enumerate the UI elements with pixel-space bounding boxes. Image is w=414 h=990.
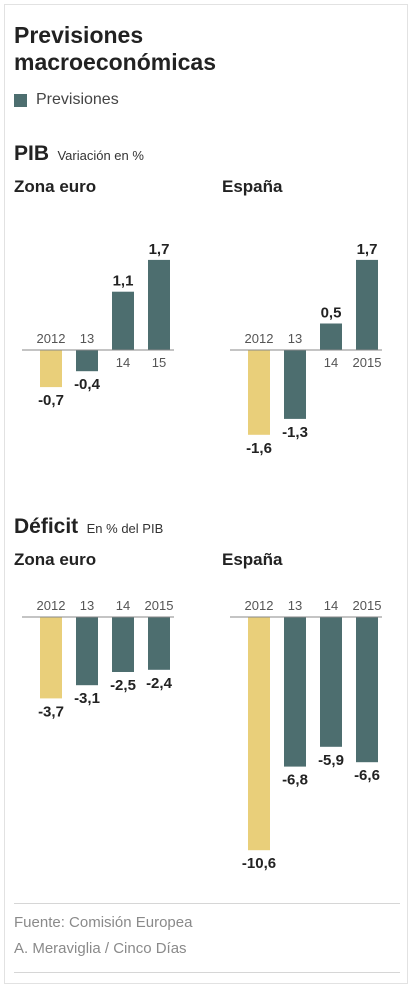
value-label-13: -1,3	[282, 424, 308, 441]
bar-2015	[148, 617, 170, 670]
legend-swatch-forecast	[14, 94, 27, 107]
footer-divider	[14, 903, 400, 904]
section-deficit-heading: Déficit En % del PIB	[14, 515, 163, 539]
tick-label-2015: 2015	[353, 355, 382, 370]
bar-13	[76, 350, 98, 372]
bar-2015	[356, 617, 378, 763]
tick-label-2015: 2015	[145, 598, 174, 613]
bar-13	[284, 617, 306, 767]
legend-label: Previsiones	[36, 91, 119, 108]
bar-13	[284, 350, 306, 419]
graphic-title: Previsiones macroeconómicas	[14, 22, 314, 76]
tick-label-13: 13	[80, 331, 94, 346]
section-pib-subtitle: Variación en %	[57, 148, 144, 163]
value-label-2015: -2,4	[146, 675, 173, 692]
chart-deficit-zona-euro: 2012 -3,7 13 -3,1 14 -2,5 2015 -2,4	[22, 598, 174, 720]
value-label-13: -6,8	[282, 772, 308, 789]
value-label-14: 1,1	[113, 273, 134, 290]
value-label-14: -2,5	[110, 677, 136, 694]
value-label-14: 0,5	[321, 305, 342, 322]
chart-deficit-espana: 2012 -10,6 13 -6,8 14 -5,9 2015 -6,6	[230, 598, 382, 872]
title-line-1: Previsiones	[14, 22, 144, 48]
tick-label-13: 13	[288, 331, 302, 346]
bar-2012	[40, 350, 62, 388]
chart-title-deficit-zona-euro: Zona euro	[14, 550, 97, 569]
tick-label-13: 13	[80, 598, 94, 613]
chart-title-pib-espana: España	[222, 177, 283, 196]
tick-label-15: 15	[152, 355, 166, 370]
bar-14	[112, 291, 134, 350]
value-label-13: -3,1	[74, 690, 100, 707]
bar-13	[76, 617, 98, 686]
chart-title-pib-zona-euro: Zona euro	[14, 177, 97, 196]
value-label-2012: -1,6	[246, 440, 272, 457]
section-deficit-title: Déficit	[14, 515, 79, 538]
section-deficit-subtitle: En % del PIB	[86, 521, 164, 536]
tick-label-14: 14	[324, 355, 338, 370]
tick-label-14: 14	[116, 355, 130, 370]
tick-label-14: 14	[116, 598, 130, 613]
tick-label-2015: 2015	[353, 598, 382, 613]
section-pib-heading: PIB Variación en %	[14, 142, 144, 166]
value-label-2012: -0,7	[38, 392, 64, 409]
value-label-2012: -3,7	[38, 703, 64, 720]
bar-2012	[40, 617, 62, 699]
footer-bottom-divider	[14, 972, 400, 973]
title-line-2: macroeconómicas	[14, 49, 216, 75]
value-label-14: -5,9	[318, 752, 344, 769]
tick-label-2012: 2012	[245, 331, 274, 346]
tick-label-2012: 2012	[37, 598, 66, 613]
bar-14	[320, 617, 342, 747]
bar-2012	[248, 617, 270, 851]
chart-title-deficit-espana: España	[222, 550, 283, 569]
bar-2015	[356, 259, 378, 350]
value-label-2015: 1,7	[357, 241, 378, 258]
tick-label-13: 13	[288, 598, 302, 613]
value-label-2015: -6,6	[354, 767, 380, 784]
tick-label-2012: 2012	[245, 598, 274, 613]
bar-15	[148, 259, 170, 350]
bar-14	[320, 323, 342, 350]
value-label-13: -0,4	[74, 376, 101, 393]
bar-14	[112, 617, 134, 672]
bar-2012	[248, 350, 270, 435]
tick-label-2012: 2012	[37, 331, 66, 346]
tick-label-14: 14	[324, 598, 338, 613]
chart-pib-espana: 2012 -1,6 13 -1,3 14 0,5 2015 1,7	[230, 241, 382, 457]
graphic-frame	[4, 4, 408, 984]
value-label-2012: -10,6	[242, 855, 276, 872]
section-pib-title: PIB	[14, 142, 50, 165]
footer-credit: A. Meraviglia / Cinco Días	[14, 940, 187, 957]
value-label-15: 1,7	[149, 241, 170, 258]
chart-pib-zona-euro: 2012 -0,7 13 -0,4 14 1,1 15 1,7	[22, 241, 174, 409]
footer-source: Fuente: Comisión Europea	[14, 914, 193, 931]
